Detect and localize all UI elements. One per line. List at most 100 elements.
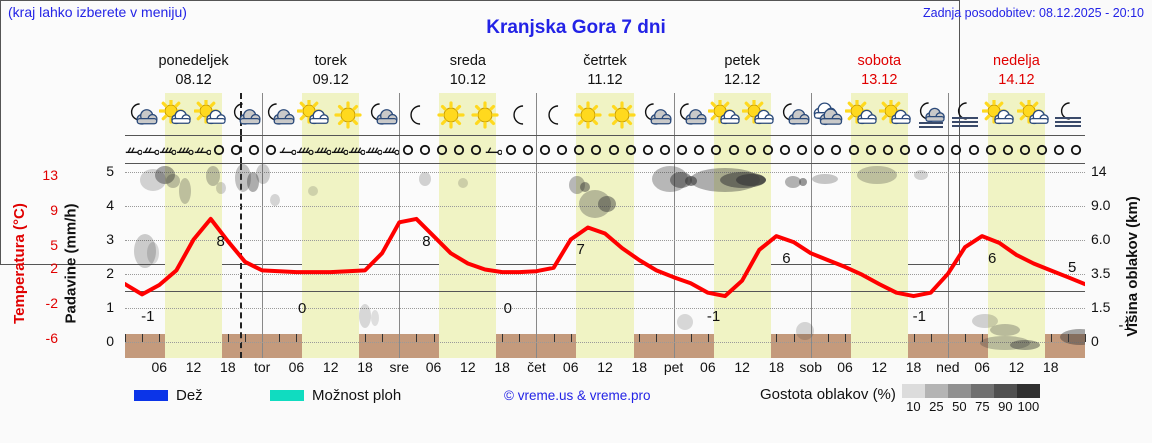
terrain-tick [382,334,384,342]
temperature-tick: 13 [42,167,58,183]
wind-barb-icon [382,136,400,164]
cloud-density-swatch [1016,384,1040,398]
day-separator [536,136,538,163]
cloud-density-tick: 75 [975,399,990,414]
day-header-ponedeljek: ponedeljek 08.12 [125,52,262,92]
wind-barb-icon [176,136,194,164]
daylight-band [165,136,223,163]
wind-calm-icon [931,136,948,164]
weather-icon-row [125,93,1085,136]
cloud-density-tick: 25 [929,399,944,414]
day-name: sobota [857,53,902,69]
day-separator [947,93,949,135]
current-time-marker [240,164,243,358]
terrain-tick [1050,334,1052,342]
wind-calm-icon [1051,136,1068,164]
wind-calm-icon [828,136,845,164]
cloud-blob [235,164,251,192]
daylight-band [302,164,360,358]
terrain-tick [296,334,298,342]
cloud-height-tick: 9.0 [1091,197,1111,213]
wind-calm-icon [845,136,862,164]
precipitation-axis-title: Padavine (mm/h) [62,202,80,324]
day-name: torek [314,53,347,69]
cloud-density-tick: 10 [906,399,921,414]
copyright-link[interactable]: © vreme.us & vreme.pro [504,388,651,403]
day-separator [262,93,264,135]
sun-cloud-icon [742,93,776,136]
cloud-blob [147,242,159,264]
cloud-density-tick: 50 [952,399,967,414]
wind-barb-icon [194,136,211,164]
x-axis-label: ned [936,359,960,375]
daylight-band [987,136,1045,163]
day-separator [536,93,538,135]
cloud-density-ticks: 10 25 50 75 90 100 [902,399,1040,414]
temperature-peak-label: 6 [987,250,997,268]
page-title: Kranjska Gora 7 dni [486,17,666,38]
day-separator [947,164,949,358]
terrain-tick [827,334,829,342]
wind-barb-icon [331,136,348,164]
cloud-blob [785,176,801,188]
daylight-band [713,164,771,358]
wind-calm-icon [622,136,639,164]
day-separator [947,136,949,163]
cloud-density-swatch [947,384,971,398]
current-time-marker [240,93,243,135]
gridline [125,308,1085,309]
day-name: četrtek [583,53,627,69]
wind-calm-icon [656,136,673,164]
daylight-band [165,164,223,358]
temperature-trough-label: 0 [503,299,513,317]
wind-calm-icon [571,136,588,164]
x-axis-tick-labels: 06 12 18 tor 06 12 18 sre 06 12 18 čet 06 12 18 pet 06 12… [125,359,1085,379]
wind-calm-icon [399,136,416,164]
wind-calm-icon [896,136,913,164]
daylight-band [439,136,497,163]
terrain-tick [416,334,418,342]
wind-calm-icon [948,136,965,164]
moon-cloud-icon [125,93,159,136]
wind-calm-icon [1034,136,1051,164]
cloud-height-tick: 6.0 [1091,231,1111,247]
moon-icon [502,93,536,136]
day-header-četrtek: četrtek 11.12 [536,52,673,92]
cloud-blob [677,314,693,330]
day-separator [810,164,812,358]
wind-calm-icon [519,136,536,164]
day-header-petek: petek 12.12 [674,52,811,92]
wind-calm-icon [228,136,245,164]
terrain-tick [433,334,435,342]
temperature-tick: 9 [50,202,58,218]
day-name: petek [724,53,760,69]
daylight-band [576,164,634,358]
day-separator [810,93,812,135]
sun-cloud-icon [879,93,913,136]
day-separator [673,93,675,135]
menu-note: (kraj lahko izberete v meniju) [8,4,187,20]
cloud-icon [811,93,845,136]
x-axis-label: sre [389,359,410,375]
precipitation-tick: 2 [106,265,114,281]
x-axis-label: 12 [460,359,476,375]
temperature-tick: 2 [50,260,58,276]
cloud-blob [371,310,379,326]
moon-cloud-icon [674,93,708,136]
wind-barb-icon [314,136,331,164]
temperature-peak-label: 8 [216,232,225,250]
day-separator [262,164,264,358]
wind-calm-icon [862,136,879,164]
terrain-tick [125,334,126,342]
day-date: 14.12 [998,72,1035,88]
sun-icon [605,93,639,136]
x-axis-label: 18 [357,359,373,375]
wind-calm-icon [416,136,433,164]
daylight-band [987,164,1045,358]
daylight-band [713,136,771,163]
sun-icon [331,93,365,136]
terrain-tick [227,334,229,342]
terrain-tick [570,334,572,342]
x-axis-label: 06 [425,359,442,375]
legend-showers-label: Možnost ploh [312,387,402,404]
